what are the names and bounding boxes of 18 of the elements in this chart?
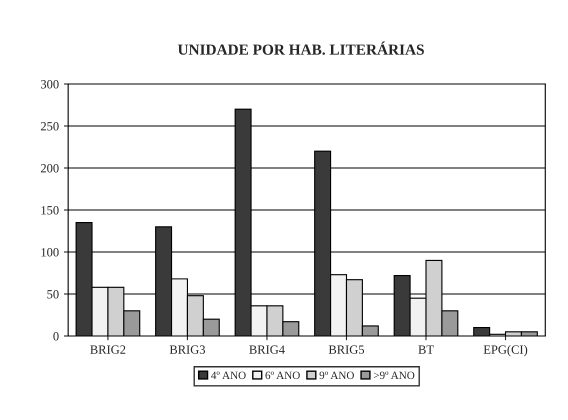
chart-title: UNIDADE POR HAB. LITERÁRIAS	[178, 42, 424, 55]
y-tick-label: 100	[41, 248, 59, 256]
x-tick-label: BRIG3	[170, 345, 206, 354]
y-tick-label: 200	[40, 164, 59, 172]
x-tick-label: BRIG5	[328, 345, 364, 354]
x-tick-label: BRIG4	[249, 345, 285, 354]
y-tick-label: 50	[47, 290, 59, 298]
x-tick-label: BRIG2	[90, 345, 126, 354]
y-tick-label: 0	[53, 332, 59, 340]
legend-label: 9º ANO	[320, 372, 354, 380]
legend-label: 4º ANO	[211, 372, 246, 380]
x-tick-label: EPG(CI)	[484, 345, 528, 356]
x-tick-label: BT	[418, 346, 434, 354]
legend-label: >9º ANO	[374, 372, 414, 380]
y-tick-label: 150	[41, 206, 59, 214]
legend-label: 6º ANO	[265, 372, 300, 380]
y-tick-label: 250	[40, 122, 59, 130]
y-tick-label: 300	[40, 80, 59, 88]
